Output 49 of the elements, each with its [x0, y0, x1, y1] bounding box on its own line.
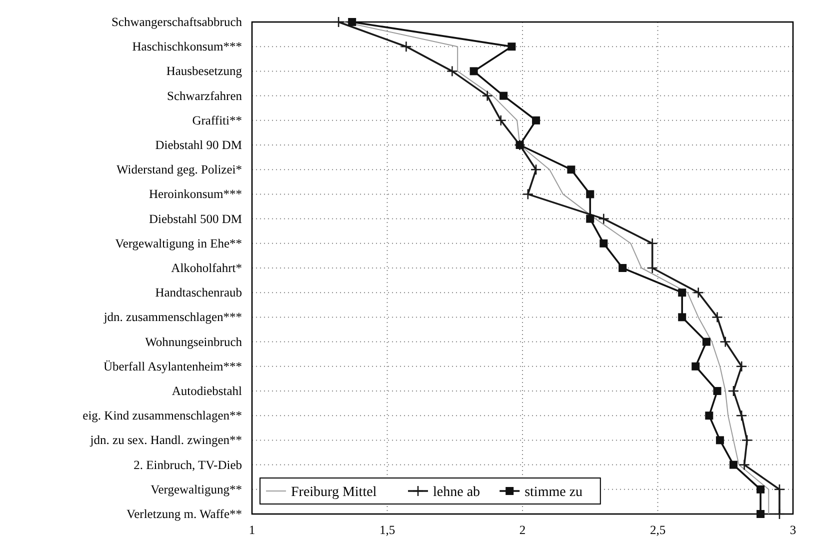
point: [692, 362, 700, 370]
y-tick-label: Diebstahl 90 DM: [155, 138, 242, 152]
point: [586, 190, 594, 198]
legend-label: stimme zu: [524, 485, 583, 500]
point: [348, 18, 356, 26]
point: [716, 436, 724, 444]
point: [567, 166, 576, 174]
y-tick-label: eig. Kind zusammenschlagen**: [82, 408, 242, 423]
y-tick-label: jdn. zu sex. Handl. zwingen**: [89, 433, 242, 448]
y-tick-label: Diebstahl 500 DM: [148, 212, 242, 226]
x-tick-label: 2: [519, 523, 526, 537]
y-tick-label: Alkoholfahrt*: [171, 261, 242, 275]
point: [586, 214, 594, 223]
point: [678, 288, 686, 297]
x-tick-label: 2,5: [650, 523, 666, 537]
y-tick-label: Autodiebstahl: [172, 384, 243, 398]
y-tick-label: Schwarzfahren: [167, 88, 243, 103]
point: [678, 313, 686, 322]
point: [713, 387, 722, 395]
point: [470, 67, 478, 76]
point: [756, 485, 765, 494]
y-tick-label: Heroinkonsum***: [148, 187, 242, 202]
y-tick-label: 2. Einbruch, TV-Dieb: [134, 458, 242, 472]
y-tick-label: Haschischkonsum***: [132, 40, 242, 54]
point: [508, 42, 516, 51]
y-tick-label: Widerstand geg. Polizei*: [116, 162, 242, 177]
point: [705, 412, 714, 420]
point: [729, 460, 738, 469]
point: [702, 338, 710, 346]
y-tick-label: Wohnungseinbruch: [145, 334, 243, 349]
y-tick-label: Hausbesetzung: [166, 64, 243, 78]
y-tick-label: Vergewaltigung in Ehe**: [115, 236, 242, 250]
point: [500, 92, 508, 100]
x-tick-label: 1,5: [379, 523, 396, 537]
y-tick-label: Handtaschenraub: [155, 286, 242, 300]
point: [532, 116, 540, 124]
legend-label: lehne ab: [433, 485, 480, 500]
point: [618, 264, 627, 272]
legend-label: Freiburg Mittel: [291, 485, 377, 500]
y-tick-label: Vergewaltigung**: [150, 482, 242, 496]
y-tick-label: Graffiti**: [192, 113, 242, 128]
y-tick-label: Verletzung m. Waffe**: [126, 507, 242, 521]
point: [756, 510, 765, 518]
y-tick-label: jdn. zusammenschlagen***: [102, 310, 242, 324]
x-tick-label: 3: [790, 523, 796, 537]
point: [600, 239, 608, 248]
y-tick-label: Schwangerschaftsabbruch: [111, 15, 243, 29]
y-tick-label: Überfall Asylantenheim***: [103, 359, 242, 374]
x-tick-label: 1: [248, 523, 256, 537]
